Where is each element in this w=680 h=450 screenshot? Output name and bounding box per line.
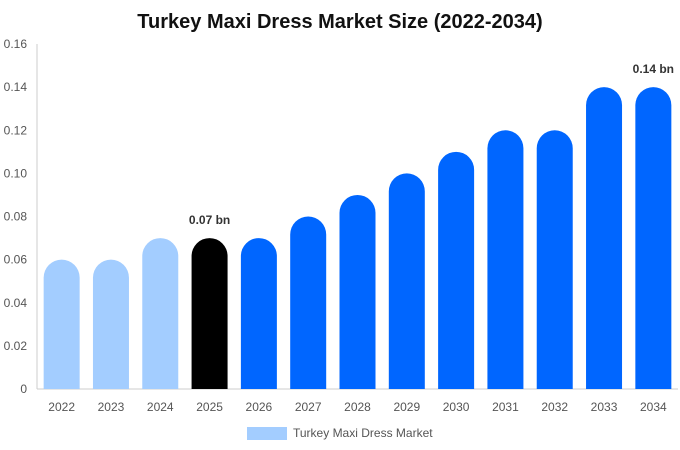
y-tick-label: 0.10: [4, 166, 28, 180]
bars: [43, 87, 672, 390]
x-tick-label: 2032: [541, 400, 568, 414]
y-axis-ticks: 0 0.02 0.04 0.06 0.08 0.10 0.12 0.14 0.16: [4, 37, 28, 396]
bar-2023[interactable]: [92, 259, 129, 389]
bar-2032[interactable]: [536, 130, 573, 390]
y-tick-label: 0.12: [4, 123, 28, 137]
bar-2025[interactable]: [191, 238, 228, 389]
bar-2031[interactable]: [487, 130, 524, 389]
x-tick-label: 2026: [246, 400, 273, 414]
bar-2030[interactable]: [438, 151, 475, 389]
bar-2022[interactable]: [43, 259, 80, 389]
bar-2029[interactable]: [388, 173, 425, 389]
bar-2034[interactable]: [635, 87, 672, 389]
y-tick-label: 0.08: [4, 210, 28, 224]
legend-label: Turkey Maxi Dress Market: [293, 426, 433, 440]
legend-swatch: [247, 427, 287, 440]
y-tick-label: 0.14: [4, 80, 28, 94]
y-tick-label: 0.16: [4, 37, 28, 51]
legend[interactable]: Turkey Maxi Dress Market: [247, 426, 433, 440]
x-tick-label: 2033: [591, 400, 618, 414]
data-label-2025: 0.07 bn: [189, 213, 230, 227]
y-tick-label: 0.06: [4, 253, 28, 267]
x-tick-label: 2024: [147, 400, 174, 414]
chart-title: Turkey Maxi Dress Market Size (2022-2034…: [137, 11, 542, 33]
x-tick-label: 2022: [48, 400, 75, 414]
x-tick-label: 2034: [640, 400, 667, 414]
bar-2024[interactable]: [142, 238, 179, 389]
data-labels: 0.07 bn 0.14 bn: [189, 62, 674, 227]
x-axis-ticks: 2022 2023 2024 2025 2026 2027 2028 2029 2030 2031…: [48, 400, 667, 414]
x-tick-label: 2029: [393, 400, 420, 414]
x-tick-label: 2027: [295, 400, 322, 414]
y-tick-label: 0: [20, 382, 27, 396]
x-tick-label: 2031: [492, 400, 519, 414]
bar-2027[interactable]: [290, 216, 327, 390]
x-tick-label: 2023: [98, 400, 125, 414]
bar-2028[interactable]: [339, 194, 376, 389]
x-tick-label: 2030: [443, 400, 470, 414]
y-tick-label: 0.04: [4, 296, 28, 310]
bar-2026[interactable]: [240, 238, 277, 389]
y-tick-label: 0.02: [4, 339, 28, 353]
bar-2033[interactable]: [586, 87, 623, 389]
data-label-2034: 0.14 bn: [633, 62, 674, 76]
x-tick-label: 2028: [344, 400, 371, 414]
x-tick-label: 2025: [196, 400, 223, 414]
